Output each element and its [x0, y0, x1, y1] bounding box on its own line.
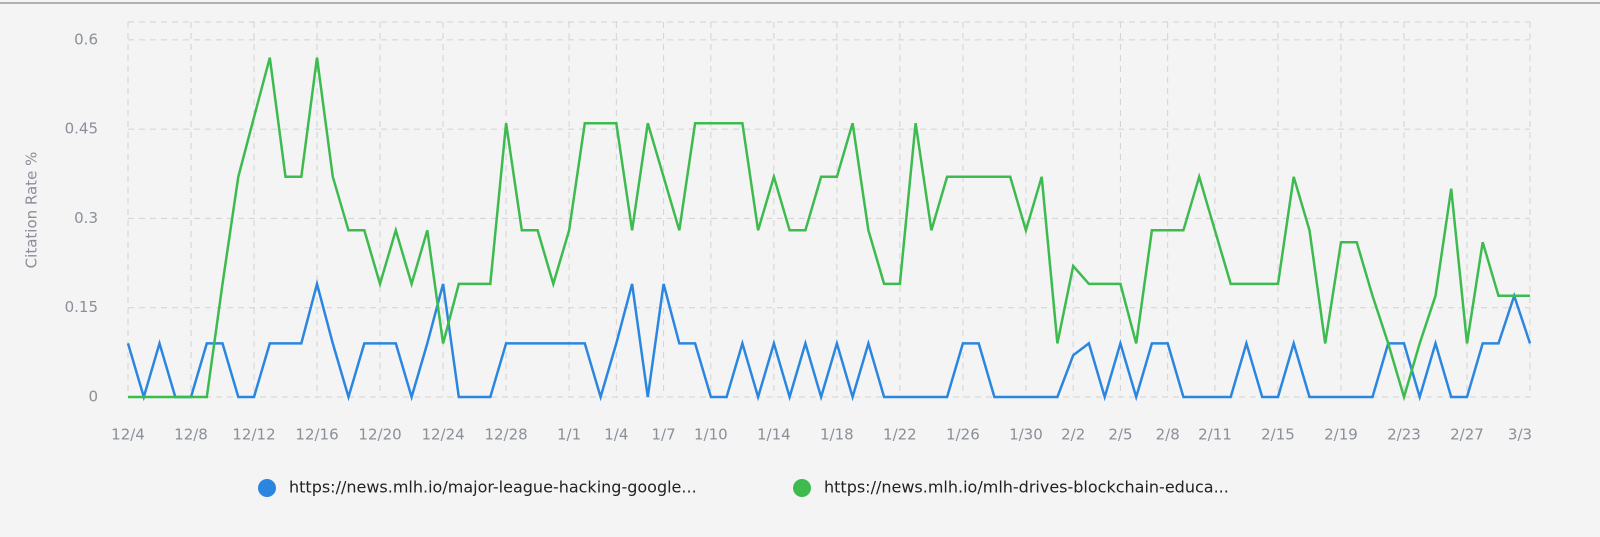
x-tick-label: 2/2	[1061, 426, 1085, 444]
data-line	[128, 57, 1530, 402]
y-axis-label: Citation Rate %	[23, 152, 41, 269]
x-tick-label: 2/19	[1324, 426, 1358, 444]
x-tick-label: 1/22	[883, 426, 917, 444]
x-tick-label: 2/27	[1450, 426, 1484, 444]
x-tick-label: 1/7	[652, 426, 676, 444]
x-tick-label: 1/4	[604, 426, 628, 444]
x-tick-label: 1/30	[1009, 426, 1043, 444]
legend-marker	[258, 479, 276, 497]
legend-label: https://news.mlh.io/mlh-drives-blockchai…	[824, 478, 1229, 497]
x-tick-label: 2/8	[1156, 426, 1180, 444]
legend-marker	[793, 479, 811, 497]
x-tick-label: 1/18	[820, 426, 854, 444]
y-tick-label: 0.3	[74, 209, 98, 227]
x-tick-label: 12/12	[232, 426, 275, 444]
y-tick-label: 0.15	[65, 298, 98, 316]
x-tick-label: 12/8	[174, 426, 208, 444]
x-tick-label: 12/16	[295, 426, 338, 444]
x-tick-label: 12/20	[358, 426, 401, 444]
x-tick-label: 2/15	[1261, 426, 1295, 444]
x-tick-label: 12/28	[484, 426, 527, 444]
x-tick-label: 1/10	[694, 426, 728, 444]
legend: https://news.mlh.io/major-league-hacking…	[258, 478, 1229, 497]
y-tick-label: 0	[88, 388, 98, 406]
x-tick-label: 2/23	[1387, 426, 1421, 444]
x-tick-label: 2/5	[1108, 426, 1132, 444]
x-tick-label: 1/14	[757, 426, 791, 444]
y-tick-label: 0.45	[65, 120, 98, 138]
x-tick-label: 12/24	[421, 426, 464, 444]
x-tick-label: 2/11	[1198, 426, 1232, 444]
data-line	[126, 279, 1532, 402]
x-tick-label: 1/1	[557, 426, 581, 444]
x-tick-label: 1/26	[946, 426, 980, 444]
y-tick-label: 0.6	[74, 30, 98, 48]
legend-label: https://news.mlh.io/major-league-hacking…	[289, 478, 697, 497]
x-tick-label: 3/3	[1508, 426, 1532, 444]
x-tick-label: 12/4	[111, 426, 145, 444]
